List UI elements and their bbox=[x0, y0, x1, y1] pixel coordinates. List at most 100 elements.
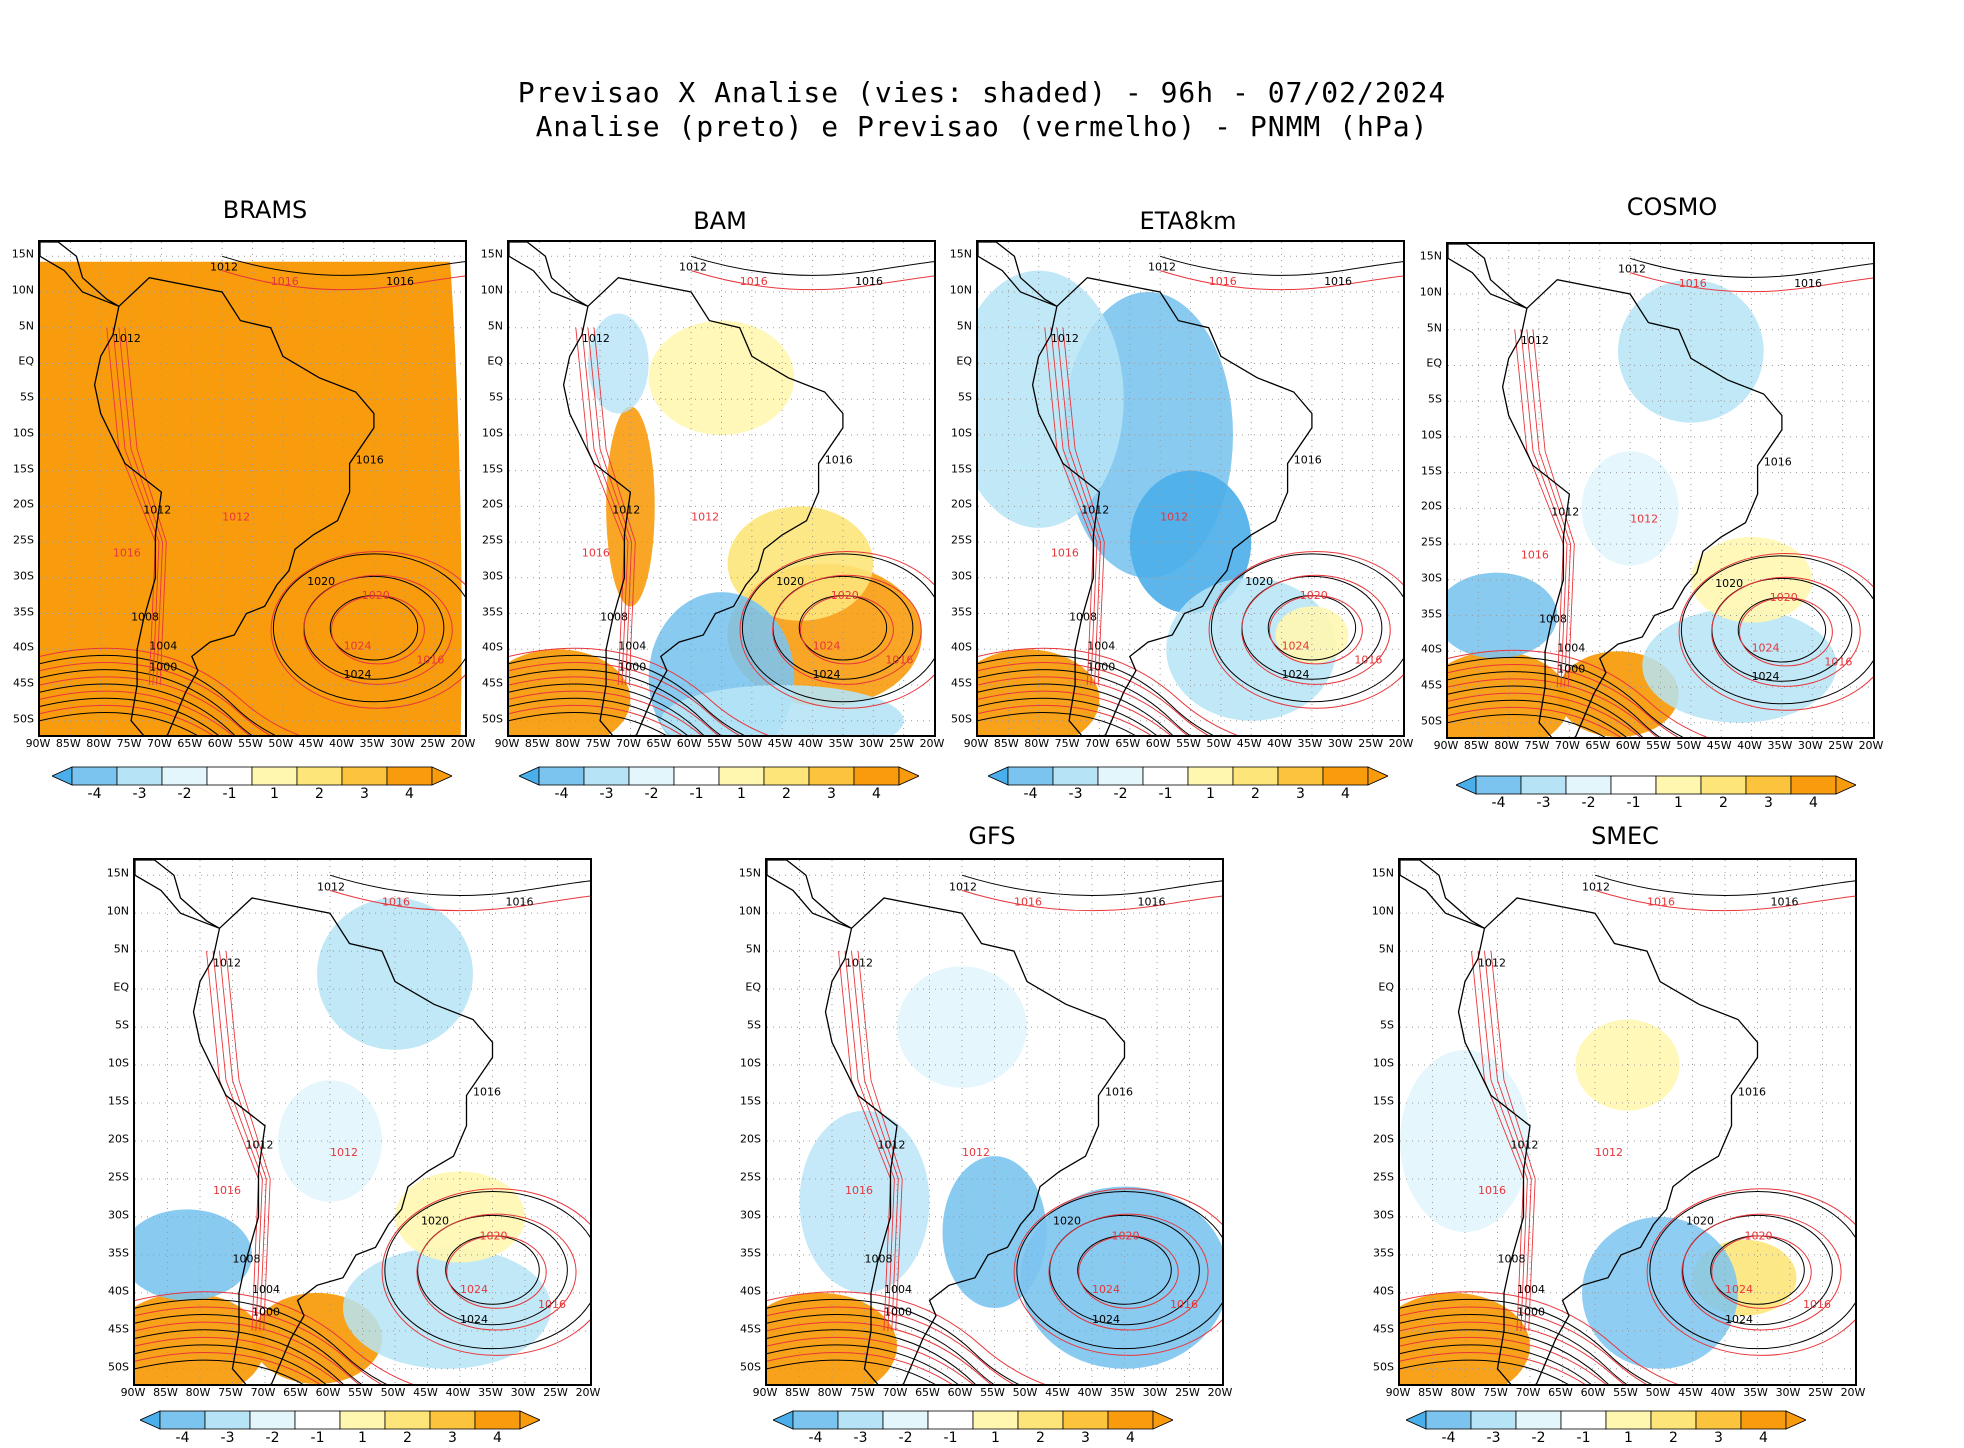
analysis-isobar-label: 1008 bbox=[1069, 611, 1097, 624]
analysis-isobar bbox=[384, 1191, 590, 1350]
longitude-tick-label: 60W bbox=[676, 737, 702, 750]
analysis-isobar bbox=[741, 553, 934, 703]
colorbar-tick-label: 4 bbox=[1809, 795, 1818, 811]
analysis-isobar bbox=[978, 654, 1214, 735]
longitude-tick-label: 80W bbox=[1494, 739, 1520, 752]
latitude-tick-label: 5S bbox=[489, 390, 503, 404]
forecast-isobar bbox=[1400, 1306, 1647, 1384]
analysis-isobar-label: 1012 bbox=[1148, 261, 1176, 274]
longitude-tick-label: 90W bbox=[120, 1386, 146, 1399]
longitude-axis: 90W 85W 80W 75W 70W 65W 60W 55W 50W 45W 40W 35W 30W 2… bbox=[1434, 739, 1884, 755]
colorbar-segment bbox=[808, 766, 855, 786]
colorbar-segment bbox=[116, 766, 163, 786]
longitude-tick-label: 85W bbox=[993, 737, 1019, 750]
colorbar-tick-label: -4 bbox=[87, 786, 102, 802]
longitude-tick-label: 65W bbox=[283, 1386, 308, 1399]
map-canvas: 1012 1016 1012 1012 1008 1004 1000 1020 1024 1016… bbox=[1400, 860, 1855, 1384]
latitude-tick-label: EQ bbox=[1378, 980, 1394, 994]
latitude-tick-label: 10S bbox=[482, 426, 503, 440]
forecast-isobar bbox=[219, 951, 267, 1331]
longitude-tick-label: 55W bbox=[1646, 739, 1671, 752]
analysis-isobar-label: 1004 bbox=[1517, 1283, 1545, 1296]
analysis-isobar-label: 1004 bbox=[618, 639, 646, 652]
longitude-tick-label: 25W bbox=[543, 1386, 568, 1399]
bias-shading-positive bbox=[1275, 606, 1349, 664]
colorbar-segment bbox=[294, 1410, 341, 1430]
latitude-tick-label: 40S bbox=[1421, 642, 1442, 656]
forecast-isobar bbox=[509, 662, 740, 735]
latitude-tick-label: 15S bbox=[1373, 1094, 1394, 1108]
analysis-isobar bbox=[978, 683, 1174, 735]
forecast-isobar bbox=[1681, 1213, 1842, 1331]
colorbar-segment bbox=[1560, 1410, 1607, 1430]
forecast-isobar-label: 1024 bbox=[344, 639, 372, 652]
colorbar-segment bbox=[52, 766, 73, 786]
analysis-isobar-label: 1016 bbox=[506, 896, 534, 909]
forecast-isobar bbox=[1738, 597, 1833, 667]
forecast-isobar-label: 1012 bbox=[962, 1146, 990, 1159]
longitude-tick-label: 90W bbox=[963, 737, 989, 750]
colorbar-segment bbox=[431, 766, 452, 786]
longitude-tick-label: 25W bbox=[1828, 739, 1854, 752]
latitude-tick-label: 50S bbox=[740, 1360, 761, 1374]
colorbar-tick-label: -1 bbox=[310, 1430, 325, 1446]
colorbar-segment bbox=[140, 1410, 161, 1430]
analysis-isobar-label: 1008 bbox=[865, 1252, 893, 1265]
analysis-isobar-label: 1012 bbox=[679, 261, 707, 274]
latitude-tick-label: 35S bbox=[951, 605, 972, 619]
analysis-isobar-label: 1000 bbox=[1557, 663, 1585, 676]
latitude-tick-label: EQ bbox=[113, 980, 129, 994]
analysis-isobar-label: 1012 bbox=[246, 1139, 274, 1152]
latitude-tick-label: 10S bbox=[951, 426, 972, 440]
forecast-isobar bbox=[212, 951, 263, 1331]
forecast-isobar-label: 1016 bbox=[538, 1298, 566, 1311]
bias-shading-negative bbox=[1618, 279, 1764, 423]
colorbar-tick-label: -1 bbox=[1158, 786, 1173, 802]
latitude-tick-label: 10S bbox=[108, 1056, 129, 1070]
longitude-tick-label: 55W bbox=[1613, 1386, 1638, 1399]
colorbar-segment bbox=[519, 766, 540, 786]
forecast-isobar bbox=[799, 595, 894, 665]
analysis-isobar bbox=[272, 553, 465, 703]
bias-shading-negative bbox=[343, 1247, 551, 1369]
longitude-tick-label: 50W bbox=[1645, 1386, 1671, 1399]
colorbar-segment bbox=[1052, 766, 1099, 786]
forecast-isobar-label: 1012 bbox=[691, 511, 719, 524]
colorbar bbox=[140, 1410, 540, 1430]
colorbar-segment bbox=[384, 1410, 431, 1430]
colorbar-tick-label: 2 bbox=[403, 1430, 412, 1446]
latitude-tick-label: 30S bbox=[740, 1208, 761, 1222]
forecast-isobar bbox=[225, 951, 271, 1331]
analysis-isobar bbox=[767, 1344, 959, 1384]
map-canvas: 1012 1016 1012 1012 1008 1004 1000 1020 1024 1016… bbox=[509, 242, 934, 735]
bias-shading-positive bbox=[1690, 536, 1813, 623]
latitude-tick-label: 15N bbox=[1419, 249, 1442, 263]
colorbar-tick-label: 3 bbox=[827, 786, 836, 802]
latitude-tick-label: 15S bbox=[108, 1094, 129, 1108]
colorbar bbox=[1406, 1410, 1806, 1430]
longitude-tick-label: 65W bbox=[1115, 737, 1141, 750]
forecast-isobar bbox=[1056, 327, 1102, 686]
longitude-tick-label: 40W bbox=[329, 737, 354, 750]
analysis-isobar-label: 1020 bbox=[1715, 577, 1743, 590]
forecast-isobar bbox=[40, 690, 233, 735]
latitude-tick-label: 5S bbox=[747, 1018, 761, 1032]
forecast-isobar bbox=[1044, 327, 1094, 686]
longitude-tick-label: 45W bbox=[298, 737, 324, 750]
latitude-tick-label: 15S bbox=[13, 462, 34, 476]
forecast-isobar bbox=[1448, 664, 1679, 737]
analysis-isobar bbox=[40, 712, 198, 735]
analysis-isobar-label: 1008 bbox=[1539, 613, 1567, 626]
forecast-isobar bbox=[135, 1336, 342, 1384]
colorbar-segment bbox=[1456, 775, 1477, 795]
analysis-isobar bbox=[1400, 1329, 1609, 1384]
latitude-tick-label: 10S bbox=[13, 426, 34, 440]
analysis-isobar bbox=[1016, 1191, 1222, 1350]
bias-shading-negative bbox=[799, 1110, 930, 1293]
forecast-isobar bbox=[446, 1235, 547, 1309]
colorbar-segment bbox=[853, 766, 900, 786]
latitude-tick-label: 15S bbox=[951, 462, 972, 476]
latitude-tick-label: 5S bbox=[1428, 392, 1442, 406]
longitude-tick-label: 65W bbox=[646, 737, 672, 750]
colorbar-segment bbox=[1515, 1410, 1562, 1430]
